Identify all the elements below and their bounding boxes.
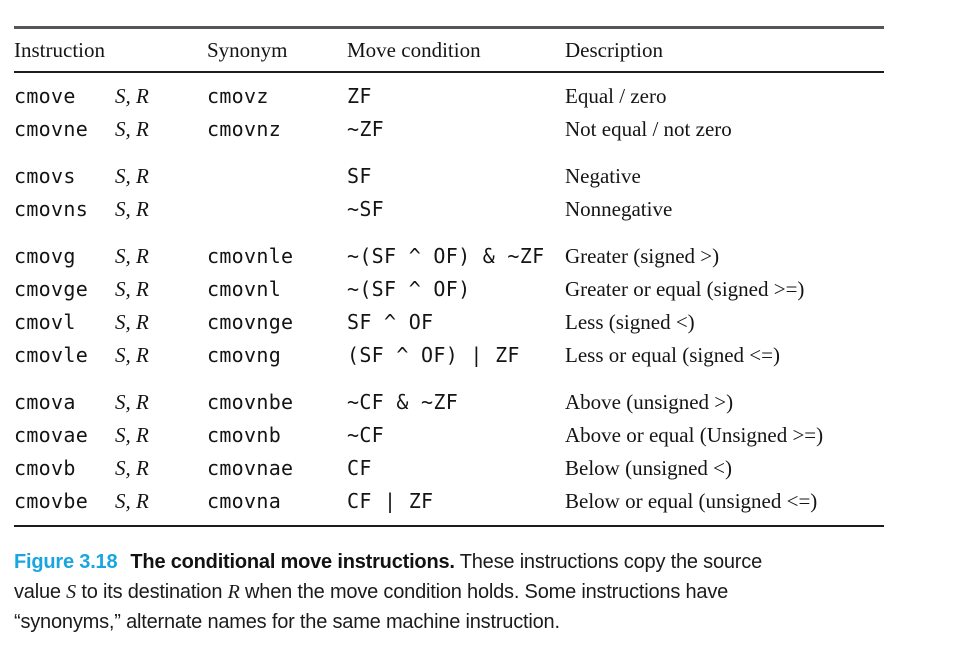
figure-number-label: Figure 3.18	[14, 551, 118, 573]
cell-synonym: cmovna	[207, 489, 282, 513]
column-header-synonym: Synonym	[207, 38, 288, 62]
cell-move-condition: ~ZF	[347, 117, 385, 141]
cell-synonym: cmovnbe	[207, 390, 294, 414]
caption-text-segment: value	[14, 581, 67, 603]
cell-instruction-operands: S, R	[115, 197, 149, 221]
table-row: cmovs S, R SF Negative	[14, 160, 884, 193]
cell-move-condition: ~CF	[347, 423, 385, 447]
cell-instruction-operands: S, R	[115, 390, 149, 414]
cell-instruction-mnemonic: cmove	[14, 84, 76, 108]
cell-move-condition: SF	[347, 164, 372, 188]
cell-description: Negative	[565, 164, 641, 188]
cell-instruction-operands: S, R	[115, 423, 149, 447]
conditional-move-table: Instruction Synonym Move condition Descr…	[14, 26, 884, 527]
cell-instruction-operands: S, R	[115, 310, 149, 334]
cell-move-condition: ~CF & ~ZF	[347, 390, 459, 414]
table-row-group: cmova S, R cmovnbe ~CF & ~ZF Above (unsigned…	[14, 379, 884, 525]
cell-move-condition: ~(SF ^ OF) & ~ZF	[347, 244, 545, 268]
cell-synonym: cmovnle	[207, 244, 294, 268]
figure-caption: Figure 3.18 The conditional move instruct…	[14, 547, 944, 637]
cell-move-condition: CF | ZF	[347, 489, 434, 513]
column-header-instruction: Instruction	[14, 38, 105, 62]
figure-caption-line: value S to its destination R when the mo…	[14, 577, 944, 607]
cell-description: Not equal / not zero	[565, 117, 732, 141]
caption-text-segment: S	[66, 581, 76, 603]
cell-instruction-mnemonic: cmovl	[14, 310, 76, 334]
cell-instruction-mnemonic: cmovg	[14, 244, 76, 268]
cell-synonym: cmovnae	[207, 456, 294, 480]
cell-instruction-mnemonic: cmova	[14, 390, 76, 414]
cell-synonym: cmovz	[207, 84, 269, 108]
caption-text-segment: to its destination	[75, 581, 228, 603]
cell-move-condition: CF	[347, 456, 372, 480]
cell-synonym: cmovnge	[207, 310, 294, 334]
cell-description: Above or equal (Unsigned >=)	[565, 423, 824, 447]
table-header-row: Instruction Synonym Move condition Descr…	[14, 29, 884, 73]
cell-instruction-operands: S, R	[115, 244, 149, 268]
cell-move-condition: (SF ^ OF) | ZF	[347, 343, 520, 367]
cell-move-condition: ZF	[347, 84, 372, 108]
cell-instruction-mnemonic: cmovb	[14, 456, 76, 480]
caption-text-segment: R	[227, 581, 240, 603]
cell-instruction-mnemonic: cmovne	[14, 117, 89, 141]
cell-synonym: cmovnz	[207, 117, 282, 141]
cell-description: Above (unsigned >)	[565, 390, 734, 414]
cell-instruction-mnemonic: cmovge	[14, 277, 89, 301]
cell-instruction-mnemonic: cmovbe	[14, 489, 89, 513]
cell-instruction-operands: S, R	[115, 277, 149, 301]
cell-move-condition: ~SF	[347, 197, 385, 221]
cell-instruction-operands: S, R	[115, 456, 149, 480]
table-row: cmovae S, R cmovnb ~CF Above or equal (Unsig…	[14, 419, 884, 452]
caption-text-segment: when the move condition holds. Some inst…	[239, 581, 729, 603]
cell-instruction-mnemonic: cmovns	[14, 197, 89, 221]
caption-text-segment: The conditional move instructions.	[130, 551, 455, 573]
table-row: cmovg S, R cmovnle ~(SF ^ OF) & ~ZF Greater …	[14, 240, 884, 273]
cell-description: Greater (signed >)	[565, 244, 720, 268]
table-row-group: cmovg S, R cmovnle ~(SF ^ OF) & ~ZF Greater …	[14, 233, 884, 379]
cell-instruction-operands: S, R	[115, 343, 149, 367]
cell-instruction-operands: S, R	[115, 489, 149, 513]
cell-synonym: cmovnl	[207, 277, 282, 301]
cell-description: Greater or equal (signed >=)	[565, 277, 805, 301]
figure-caption-line: “synonyms,” alternate names for the same…	[14, 607, 944, 637]
table-row: cmove S, R cmovz ZF Equal / zero	[14, 80, 884, 113]
cell-move-condition: ~(SF ^ OF)	[347, 277, 471, 301]
cell-synonym: cmovng	[207, 343, 282, 367]
cell-description: Nonnegative	[565, 197, 673, 221]
table-row: cmovb S, R cmovnae CF Below (unsigned <)	[14, 452, 884, 485]
cell-description: Less (signed <)	[565, 310, 695, 334]
cell-instruction-mnemonic: cmovs	[14, 164, 76, 188]
cell-instruction-operands: S, R	[115, 164, 149, 188]
cell-instruction-operands: S, R	[115, 117, 149, 141]
caption-text-segment: These instructions copy the source	[454, 551, 762, 573]
cell-description: Below (unsigned <)	[565, 456, 732, 480]
caption-text-segment: “synonyms,” alternate names for the same…	[14, 611, 560, 633]
table-row: cmovge S, R cmovnl ~(SF ^ OF) Greater or equ…	[14, 273, 884, 306]
cell-instruction-mnemonic: cmovae	[14, 423, 89, 447]
column-header-description: Description	[565, 38, 663, 62]
table-row: cmovne S, R cmovnz ~ZF Not equal / not zero	[14, 113, 884, 146]
table-row: cmovbe S, R cmovna CF | ZF Below or equal (u…	[14, 485, 884, 518]
cell-description: Below or equal (unsigned <=)	[565, 489, 818, 513]
table-row-group: cmovs S, R SF Negative cmovns S, R ~SF Nonnegat…	[14, 153, 884, 233]
table-row: cmovns S, R ~SF Nonnegative	[14, 193, 884, 226]
cell-synonym: cmovnb	[207, 423, 282, 447]
cell-description: Equal / zero	[565, 84, 667, 108]
column-header-move-condition: Move condition	[347, 38, 481, 62]
cell-instruction-operands: S, R	[115, 84, 149, 108]
table-row: cmova S, R cmovnbe ~CF & ~ZF Above (unsigned…	[14, 386, 884, 419]
table-row: cmovl S, R cmovnge SF ^ OF Less (signed <)	[14, 306, 884, 339]
figure-caption-line: Figure 3.18 The conditional move instruct…	[14, 547, 944, 577]
cell-instruction-mnemonic: cmovle	[14, 343, 89, 367]
cell-move-condition: SF ^ OF	[347, 310, 434, 334]
table-row: cmovle S, R cmovng (SF ^ OF) | ZF Less or eq…	[14, 339, 884, 372]
cell-description: Less or equal (signed <=)	[565, 343, 780, 367]
